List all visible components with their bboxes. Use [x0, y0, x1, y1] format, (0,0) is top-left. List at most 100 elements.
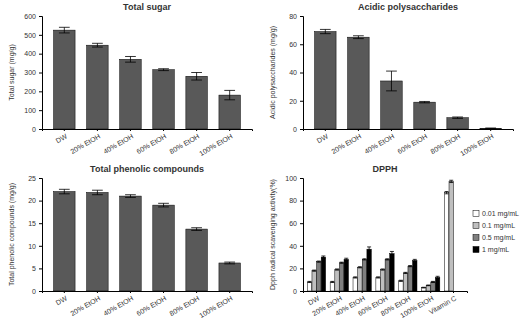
- error-bar-cap: [224, 90, 235, 91]
- error-bar: [312, 270, 316, 271]
- x-tick-mark: [229, 129, 230, 131]
- error-bar-cap: [125, 62, 136, 63]
- bar: [353, 277, 357, 291]
- x-tick: 20% EtOH: [69, 291, 101, 317]
- error-bar: [125, 195, 136, 198]
- error-bar: [413, 259, 417, 261]
- error-bar-cap: [224, 263, 235, 264]
- bar: [444, 193, 448, 291]
- error-bar-cap: [431, 281, 435, 282]
- x-tick-label: 40% EtOH: [363, 132, 395, 155]
- y-tick-mark: [300, 246, 303, 247]
- error-bar-cap: [399, 281, 403, 282]
- legend-item: 0.5 mg/mL: [473, 234, 515, 242]
- bar: [339, 263, 343, 291]
- error-bar: [362, 259, 366, 260]
- y-tick-mark: [300, 291, 303, 292]
- bar: [480, 128, 501, 129]
- error-bar-cap: [312, 270, 316, 271]
- y-tick: 20: [289, 97, 303, 104]
- error-bar-cap: [312, 271, 316, 272]
- legend-swatch: [473, 235, 479, 241]
- error-bar-cap: [449, 180, 453, 181]
- y-tick-label: 400: [24, 50, 36, 57]
- bar: [186, 229, 207, 291]
- legend-label: 0.01 mg/mL: [482, 210, 519, 218]
- y-tick: 20: [289, 265, 303, 272]
- chart-title: Total sugar: [123, 2, 171, 12]
- error-bar-cap: [353, 38, 364, 39]
- y-tick-label: 100: [285, 175, 297, 182]
- error-bar-cap: [59, 189, 70, 190]
- error-bar-cap: [59, 32, 70, 33]
- bar: [153, 70, 174, 129]
- x-tick: 80% EtOH: [168, 129, 200, 155]
- x-tick-label: 40% EtOH: [102, 132, 134, 155]
- y-tick-label: 0: [32, 126, 36, 133]
- y-tick: 500: [24, 32, 42, 39]
- panel: Total sugar0100200300400500600DW20% EtOH…: [8, 2, 253, 157]
- y-tick-label: 20: [28, 197, 36, 204]
- x-axis: DW20% EtOH40% EtOH60% EtOH80% EtOH100% E…: [43, 291, 253, 319]
- error-bar-stem: [163, 203, 164, 207]
- x-tick-label: 40% EtOH: [102, 294, 134, 317]
- error-bar: [408, 266, 412, 267]
- bar: [348, 37, 369, 129]
- x-tick: 60% EtOH: [135, 291, 167, 317]
- y-axis: 0510152025: [28, 175, 42, 295]
- x-tick-mark: [362, 291, 363, 293]
- x-tick: Vitamin C: [428, 291, 458, 316]
- y-tick: 15: [28, 220, 42, 227]
- error-bar: [335, 269, 339, 270]
- error-bar-cap: [452, 116, 463, 117]
- x-tick: 60% EtOH: [396, 129, 428, 155]
- error-bar: [426, 285, 430, 287]
- x-tick-mark: [64, 129, 65, 131]
- y-tick-mark: [300, 73, 303, 74]
- error-bar: [431, 281, 435, 282]
- error-bar-cap: [353, 278, 357, 279]
- error-bar: [92, 43, 103, 47]
- chart-root: Total sugar0100200300400500600DW20% EtOH…: [0, 0, 521, 323]
- error-bar-cap: [362, 259, 366, 260]
- error-bar-cap: [340, 262, 344, 263]
- legend-item: 1 mg/mL: [473, 246, 509, 254]
- error-bar-stem: [97, 190, 98, 195]
- error-bar-cap: [320, 29, 331, 30]
- error-bar-cap: [431, 282, 435, 283]
- error-bar: [158, 69, 169, 71]
- y-tick-label: 80: [289, 197, 297, 204]
- error-bar-cap: [92, 194, 103, 195]
- error-bar-cap: [330, 281, 334, 282]
- y-tick: 10: [28, 243, 42, 250]
- y-tick: 20: [28, 197, 42, 204]
- x-tick-label: 100% EtOH: [198, 132, 234, 157]
- bar: [307, 282, 311, 291]
- error-bar: [452, 117, 463, 118]
- x-tick-label: 60% EtOH: [396, 132, 428, 155]
- x-tick-mark: [229, 291, 230, 293]
- x-tick: DW: [55, 129, 69, 144]
- error-bar-cap: [413, 259, 417, 260]
- x-tick-label: 80% EtOH: [168, 294, 200, 317]
- error-bar-cap: [436, 278, 440, 279]
- y-axis-line: [39, 179, 43, 292]
- y-tick: 300: [24, 69, 42, 76]
- plot-area: [54, 189, 241, 291]
- legend-label: 0.1 mg/mL: [482, 222, 515, 230]
- y-tick: 0: [293, 126, 303, 133]
- error-bar-stem: [369, 247, 370, 252]
- error-bar-cap: [92, 43, 103, 44]
- x-tick: DW: [55, 291, 69, 306]
- y-tick-label: 200: [24, 88, 36, 95]
- bar: [449, 181, 453, 291]
- legend-label: 1 mg/mL: [482, 246, 509, 254]
- x-tick-label: DW: [55, 294, 69, 306]
- bar: [54, 30, 75, 129]
- y-axis-title: Total sugar (mg/g): [8, 44, 16, 100]
- error-bar-cap: [404, 273, 408, 274]
- y-axis-title: Total phenolic compounds (mg/g): [8, 183, 16, 286]
- error-bar-cap: [158, 203, 169, 204]
- x-tick: 40% EtOH: [102, 129, 134, 155]
- error-bar-stem: [391, 71, 392, 91]
